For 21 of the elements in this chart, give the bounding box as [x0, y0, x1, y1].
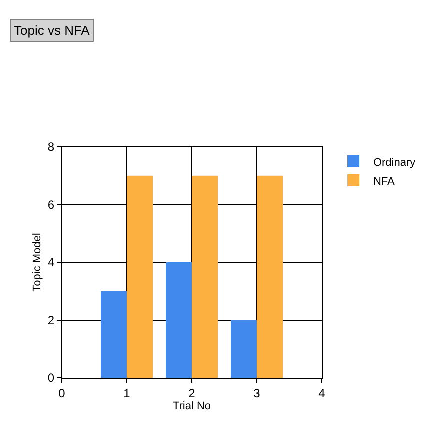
y-axis-title: Topic Model [32, 233, 44, 292]
bar [127, 176, 153, 378]
y-tick-label: 6 [48, 198, 55, 212]
bar [166, 262, 192, 378]
y-tick-label: 0 [48, 371, 55, 386]
y-tick-label: 4 [48, 256, 55, 270]
x-tick-label: 1 [124, 386, 131, 400]
x-tick-label: 4 [318, 386, 326, 400]
y-tick-label: 8 [48, 140, 55, 154]
bar [101, 291, 127, 378]
bar [231, 320, 257, 378]
bar [257, 176, 283, 378]
chart-title: Topic vs NFA [14, 23, 90, 38]
legend-label: Ordinary [373, 156, 416, 169]
x-tick-label: 3 [254, 386, 261, 400]
x-axis-title: Trial No [172, 400, 212, 413]
x-tick-label: 0 [58, 386, 66, 400]
bar [192, 176, 218, 378]
legend-label: NFA [373, 176, 396, 188]
y-tick-label: 2 [48, 313, 55, 328]
x-tick-label: 2 [188, 386, 196, 400]
